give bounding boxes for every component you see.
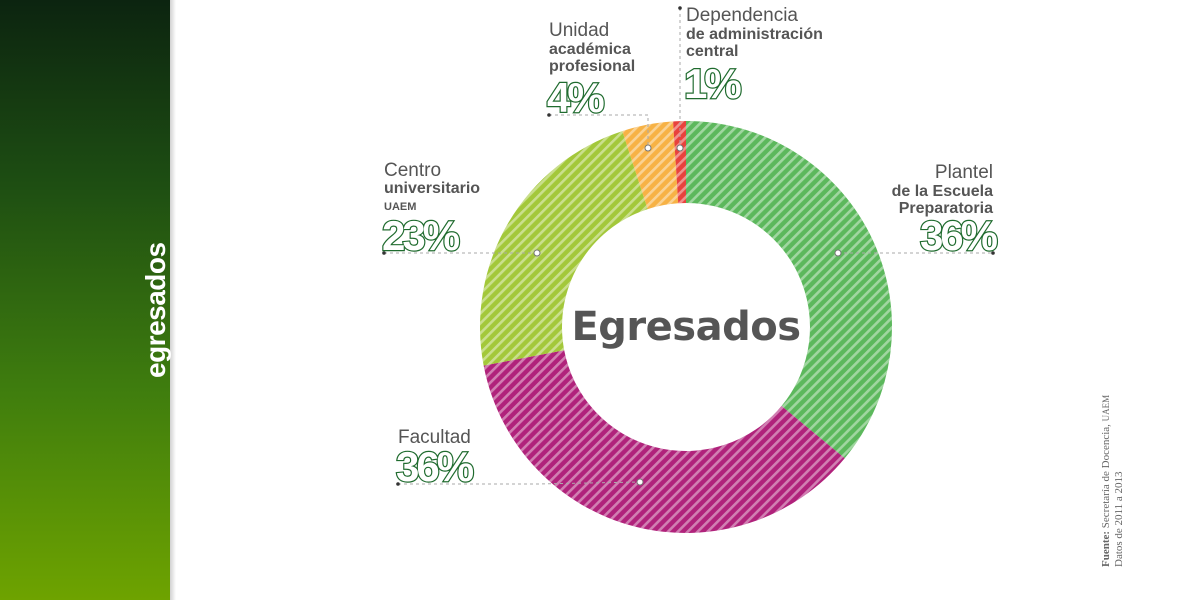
leader-dot-unidad bbox=[644, 144, 652, 152]
slice-centro-stripes bbox=[480, 131, 648, 366]
source-line-2: Datos de 2011 a 2013 bbox=[1113, 471, 1125, 567]
leader-line-unidad bbox=[549, 114, 649, 148]
leader-dot-dependencia bbox=[676, 144, 684, 152]
leader-line-facultad bbox=[398, 481, 641, 485]
pct-plantel: 36% bbox=[920, 212, 998, 259]
slice-plantel-stripes bbox=[686, 121, 892, 459]
donut-slices bbox=[480, 121, 892, 533]
label-plantel-line-2: de la Escuela bbox=[892, 183, 993, 200]
pct-facultad: 36% bbox=[396, 443, 474, 490]
pct-dependencia: 1% bbox=[684, 60, 741, 107]
source-org: UAEM bbox=[1101, 394, 1111, 422]
sidebar-title-line-3: tica bbox=[1087, 329, 1168, 385]
leader-dot-plantel bbox=[834, 249, 842, 257]
leader-end-plantel bbox=[991, 251, 995, 255]
leader-lines bbox=[384, 8, 993, 485]
source-label: Fuente: bbox=[1100, 530, 1112, 567]
leader-end-unidad bbox=[547, 113, 551, 117]
leader-dots bbox=[533, 144, 842, 486]
label-centro-line-1: Centro bbox=[384, 160, 441, 181]
pct-centro: 23% bbox=[382, 212, 460, 259]
slice-facultad-stripes bbox=[483, 350, 845, 533]
slice-dependencia-stripes bbox=[673, 121, 686, 204]
pct-unidad: 4% bbox=[547, 74, 604, 121]
source-text: Secretaría de Docencia, bbox=[1100, 424, 1112, 529]
sidebar bbox=[0, 0, 170, 600]
leader-end-facultad bbox=[396, 482, 400, 486]
label-unidad-line-3: profesional bbox=[549, 58, 635, 75]
label-dependencia-line-2: de administración bbox=[686, 26, 823, 43]
source-note: Fuente: Secretaría de Docencia, UAEM Dat… bbox=[1100, 395, 1126, 567]
label-unidad-line-1: Unidad bbox=[549, 20, 609, 41]
sidebar-title-line-1: Es bbox=[1108, 229, 1168, 285]
leader-dot-centro bbox=[533, 249, 541, 257]
label-plantel-line-3: Preparatoria bbox=[899, 200, 993, 217]
sidebar-shadow bbox=[170, 0, 176, 600]
leader-end-dependencia bbox=[678, 6, 682, 10]
sidebar-title-line-2: tadís bbox=[1059, 279, 1168, 335]
label-unidad-line-2: académica bbox=[549, 41, 631, 58]
chart-title: Egresados bbox=[571, 304, 800, 350]
label-facultad-line-1: Facultad bbox=[398, 427, 471, 448]
label-plantel-line-1: Plantel bbox=[935, 162, 993, 183]
label-centro-line-3: UAEM bbox=[384, 201, 416, 213]
leader-end-centro bbox=[382, 251, 386, 255]
label-dependencia-line-1: Dependencia bbox=[686, 5, 798, 26]
leader-ends bbox=[382, 6, 995, 486]
label-dependencia-line-3: central bbox=[686, 43, 738, 60]
leader-dot-facultad bbox=[636, 478, 644, 486]
label-centro-line-2: universitario bbox=[384, 180, 480, 197]
slice-unidad-stripes bbox=[622, 121, 679, 210]
source-line-1: Fuente: Secretaría de Docencia, UAEM bbox=[1100, 395, 1113, 567]
